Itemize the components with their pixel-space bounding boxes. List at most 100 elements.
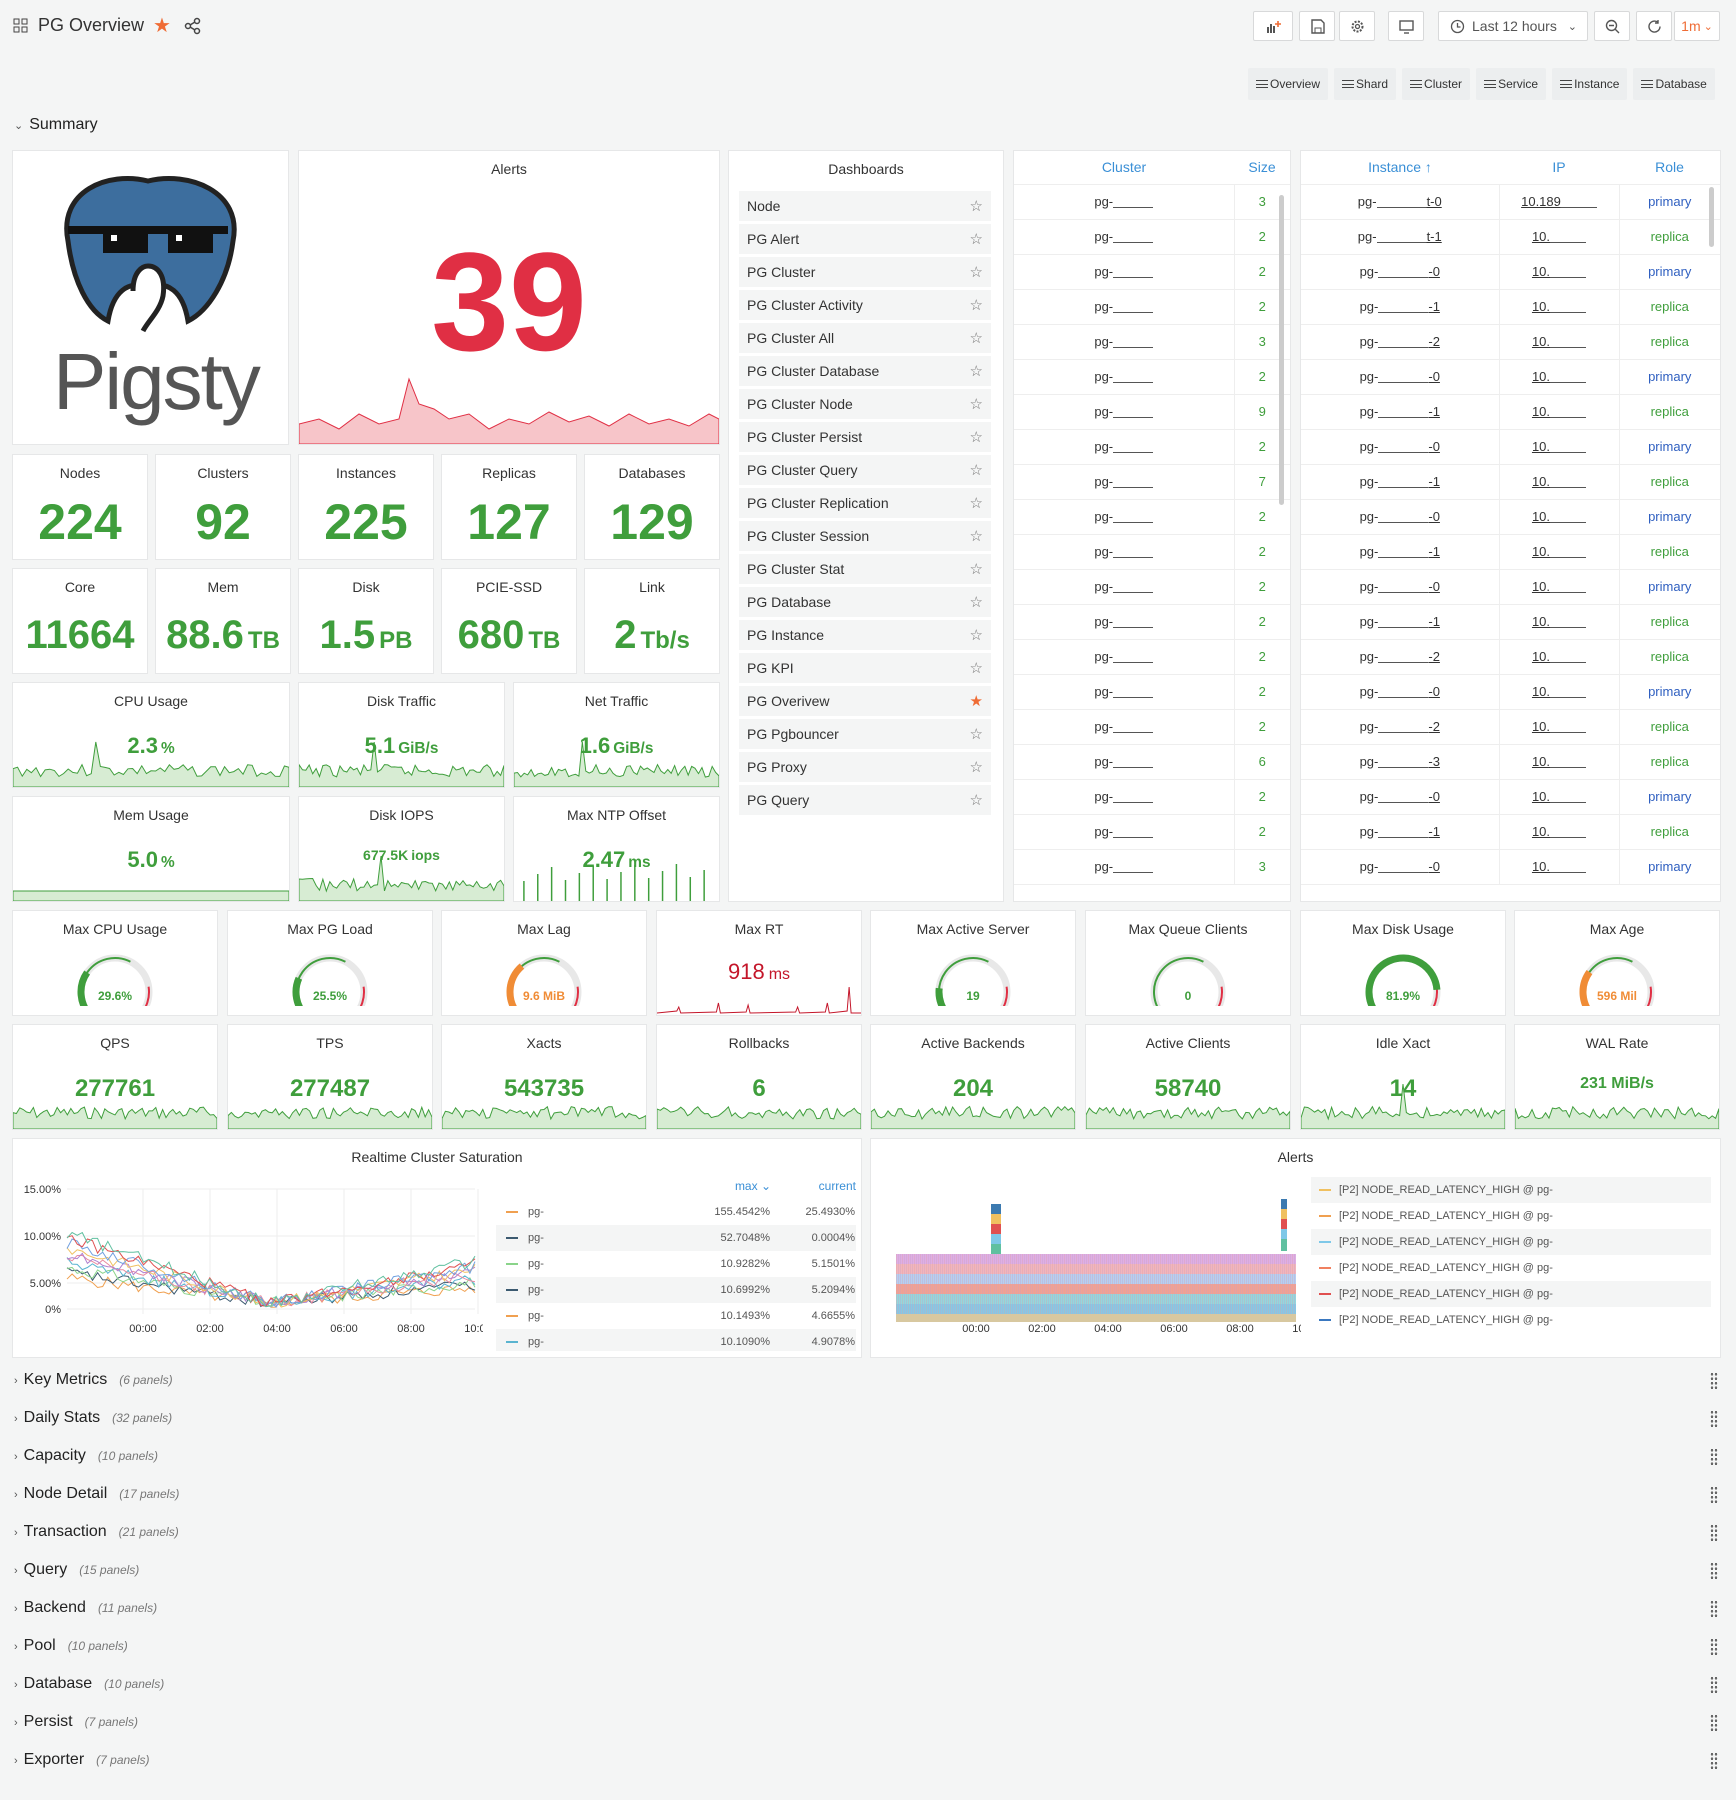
stat-panel-instances[interactable]: Instances 225 (298, 454, 434, 560)
gauge-panel-max-lag[interactable]: Max Lag 9.6 MiB (441, 910, 647, 1016)
spark-panel-disk-iops[interactable]: Disk IOPS 677.5K iops (298, 796, 505, 902)
star-icon[interactable]: ☆ (969, 528, 983, 545)
legend-header-max[interactable]: max ⌄ (734, 1179, 771, 1193)
drag-handle-icon[interactable] (1710, 1676, 1718, 1694)
instance-ip-cell[interactable]: 10. (1498, 744, 1619, 780)
table-row[interactable]: pg- 6 (1014, 744, 1290, 780)
star-icon[interactable]: ☆ (969, 660, 983, 677)
table-row[interactable]: pg- -0 10. primary (1301, 359, 1720, 395)
instance-ip-cell[interactable]: 10. (1498, 534, 1619, 570)
star-icon[interactable]: ☆ (969, 792, 983, 809)
cluster-name-cell[interactable]: pg- (1014, 569, 1234, 605)
instance-name-cell[interactable]: pg- -2 (1301, 324, 1499, 360)
column-header-cluster[interactable]: Cluster (1014, 151, 1234, 185)
table-row[interactable]: pg- -1 10. replica (1301, 534, 1720, 570)
gauge-panel-max-active-server[interactable]: Max Active Server 19 (870, 910, 1076, 1016)
dashboard-link[interactable]: Node ☆ (739, 191, 991, 224)
table-row[interactable]: pg- -2 10. replica (1301, 324, 1720, 360)
table-row[interactable]: pg- 2 (1014, 429, 1290, 465)
dashboard-link[interactable]: PG Query ☆ (739, 785, 991, 818)
cluster-name-cell[interactable]: pg- (1014, 709, 1234, 745)
star-icon[interactable]: ☆ (969, 594, 983, 611)
star-icon[interactable]: ☆ (969, 396, 983, 413)
drag-handle-icon[interactable] (1710, 1448, 1718, 1466)
table-row[interactable]: pg-t-0 10.189 primary (1301, 184, 1720, 220)
table-scrollbar[interactable] (1709, 187, 1714, 247)
link-cluster[interactable]: Cluster (1402, 68, 1471, 100)
instance-name-cell[interactable]: pg- -0 (1301, 359, 1499, 395)
table-row[interactable]: pg- -1 10. replica (1301, 604, 1720, 640)
table-row[interactable]: pg- -0 10. primary (1301, 569, 1720, 605)
dashboard-link[interactable]: PG Cluster Replication ☆ (739, 488, 991, 521)
counter-panel-wal-rate[interactable]: WAL Rate 231 MiB/s (1514, 1024, 1720, 1130)
star-icon[interactable]: ★ (969, 693, 983, 710)
column-header-instance[interactable]: Instance ↑ (1301, 151, 1499, 185)
instance-name-cell[interactable]: pg- -0 (1301, 429, 1499, 465)
column-header-ip[interactable]: IP (1499, 151, 1619, 185)
spark-panel-disk-traffic[interactable]: Disk Traffic 5.1 GiB/s (298, 682, 505, 788)
counter-panel-tps[interactable]: TPS 277487 (227, 1024, 433, 1130)
gauge-panel-max-pg-load[interactable]: Max PG Load 25.5% (227, 910, 433, 1016)
max-rt-panel[interactable]: Max RT 918 ms (656, 910, 862, 1016)
spark-panel-net-traffic[interactable]: Net Traffic 1.6 GiB/s (513, 682, 720, 788)
dashboard-link[interactable]: PG Cluster Node ☆ (739, 389, 991, 422)
instance-name-cell[interactable]: pg- -2 (1301, 709, 1499, 745)
row-backend[interactable]: › Backend (11 panels) (0, 1592, 1736, 1625)
spark-panel-mem-usage[interactable]: Mem Usage 5.0% (12, 796, 290, 902)
legend-header-current[interactable]: current (818, 1179, 856, 1193)
instance-name-cell[interactable]: pg- -0 (1301, 499, 1499, 535)
counter-panel-xacts[interactable]: Xacts 543735 (441, 1024, 647, 1130)
row-database[interactable]: › Database (10 panels) (0, 1668, 1736, 1701)
dashboard-link[interactable]: PG Overivew ★ (739, 686, 991, 719)
instance-ip-cell[interactable]: 10. (1498, 499, 1619, 535)
link-service[interactable]: Service (1476, 68, 1547, 100)
zoom-out-button[interactable] (1594, 11, 1630, 41)
drag-handle-icon[interactable] (1710, 1600, 1718, 1618)
settings-button[interactable] (1339, 11, 1375, 41)
row-daily-stats[interactable]: › Daily Stats (32 panels) (0, 1402, 1736, 1435)
row-persist[interactable]: › Persist (7 panels) (0, 1706, 1736, 1739)
legend-row[interactable]: pg- 52.7048% 0.0004% (496, 1225, 856, 1251)
counter-panel-idle-xact[interactable]: Idle Xact 14 (1300, 1024, 1506, 1130)
apps-grid-icon[interactable] (13, 18, 28, 33)
table-row[interactable]: pg- -0 10. primary (1301, 779, 1720, 815)
table-row[interactable]: pg- -1 10. replica (1301, 289, 1720, 325)
table-row[interactable]: pg- 3 (1014, 324, 1290, 360)
table-row[interactable]: pg- -0 10. primary (1301, 499, 1720, 535)
spark-panel-cpu-usage[interactable]: CPU Usage 2.3% (12, 682, 290, 788)
stat-panel-disk[interactable]: Disk 1.5 PB (298, 568, 434, 674)
saturation-chart[interactable]: 15.00% 10.00% 5.00% 0% 00:00 02:00 04:00 06:00 0… (13, 1174, 483, 1354)
refresh-button[interactable] (1636, 11, 1672, 41)
row-query[interactable]: › Query (15 panels) (0, 1554, 1736, 1587)
dashboard-link[interactable]: PG Cluster ☆ (739, 257, 991, 290)
table-row[interactable]: pg- 3 (1014, 849, 1290, 885)
drag-handle-icon[interactable] (1710, 1562, 1718, 1580)
cluster-name-cell[interactable]: pg- (1014, 324, 1234, 360)
star-icon[interactable]: ☆ (969, 462, 983, 479)
time-picker[interactable]: Last 12 hours ⌄ (1438, 11, 1588, 41)
cluster-name-cell[interactable]: pg- (1014, 534, 1234, 570)
save-dashboard-button[interactable] (1299, 11, 1335, 41)
table-row[interactable]: pg- 2 (1014, 814, 1290, 850)
star-icon[interactable]: ☆ (969, 429, 983, 446)
dashboard-link[interactable]: PG Pgbouncer ☆ (739, 719, 991, 752)
table-row[interactable]: pg- 2 (1014, 219, 1290, 255)
table-row[interactable]: pg- 9 (1014, 394, 1290, 430)
dashboard-link[interactable]: PG KPI ☆ (739, 653, 991, 686)
stat-panel-replicas[interactable]: Replicas 127 (441, 454, 577, 560)
dashboard-title[interactable]: PG Overview (38, 15, 145, 35)
link-database[interactable]: Database (1633, 68, 1715, 100)
cluster-name-cell[interactable]: pg- (1014, 604, 1234, 640)
stat-panel-pcie-ssd[interactable]: PCIE-SSD 680 TB (441, 568, 577, 674)
legend-row[interactable]: pg- 10.1493% 4.6655% (496, 1303, 856, 1329)
legend-row[interactable]: pg- 155.4542% 25.4930% (496, 1199, 856, 1225)
legend-row[interactable]: [P2] NODE_READ_LATENCY_HIGH @ pg- (1311, 1229, 1711, 1255)
legend-row[interactable]: [P2] NODE_READ_LATENCY_HIGH @ pg- (1311, 1203, 1711, 1229)
link-shard[interactable]: Shard (1334, 68, 1397, 100)
instance-name-cell[interactable]: pg- -1 (1301, 394, 1499, 430)
table-row[interactable]: pg- 2 (1014, 359, 1290, 395)
dashboard-link[interactable]: PG Cluster Session ☆ (739, 521, 991, 554)
legend-row[interactable]: pg- 10.6992% 5.2094% (496, 1277, 856, 1303)
instance-name-cell[interactable]: pg- -2 (1301, 639, 1499, 675)
dashboard-link[interactable]: PG Cluster All ☆ (739, 323, 991, 356)
